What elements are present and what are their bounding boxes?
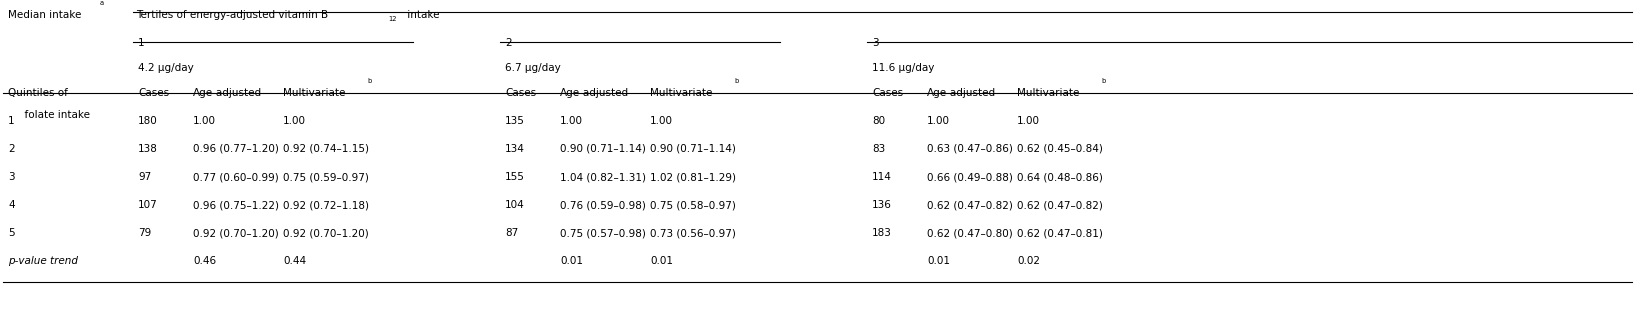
Text: 87: 87 [504,228,519,238]
Text: 1.00: 1.00 [927,116,949,126]
Text: Multivariate: Multivariate [650,88,712,98]
Text: 0.96 (0.75–1.22): 0.96 (0.75–1.22) [193,200,278,210]
Text: 0.73 (0.56–0.97): 0.73 (0.56–0.97) [650,228,737,238]
Text: 6.7 μg/day: 6.7 μg/day [504,63,561,73]
Text: 0.75 (0.58–0.97): 0.75 (0.58–0.97) [650,200,737,210]
Text: 183: 183 [873,228,892,238]
Text: 0.90 (0.71–1.14): 0.90 (0.71–1.14) [650,144,737,154]
Text: 0.62 (0.47–0.82): 0.62 (0.47–0.82) [1017,200,1103,210]
Text: Cases: Cases [504,88,537,98]
Text: 0.01: 0.01 [927,256,949,266]
Text: 0.77 (0.60–0.99): 0.77 (0.60–0.99) [193,172,278,182]
Text: 0.46: 0.46 [193,256,216,266]
Text: 0.62 (0.47–0.82): 0.62 (0.47–0.82) [927,200,1013,210]
Text: 1.00: 1.00 [560,116,583,126]
Text: 4.2 μg/day: 4.2 μg/day [138,63,193,73]
Text: 0.01: 0.01 [650,256,673,266]
Text: 180: 180 [138,116,157,126]
Text: 0.66 (0.49–0.88): 0.66 (0.49–0.88) [927,172,1013,182]
Text: 2: 2 [504,38,512,48]
Text: 1.00: 1.00 [283,116,306,126]
Text: 0.75 (0.57–0.98): 0.75 (0.57–0.98) [560,228,647,238]
Text: Cases: Cases [138,88,169,98]
Text: 12: 12 [388,16,396,22]
Text: 0.92 (0.70–1.20): 0.92 (0.70–1.20) [193,228,278,238]
Text: 0.75 (0.59–0.97): 0.75 (0.59–0.97) [283,172,368,182]
Text: b: b [733,78,738,84]
Text: b: b [367,78,372,84]
Text: 79: 79 [138,228,151,238]
Text: intake: intake [404,10,439,20]
Text: 0.01: 0.01 [560,256,583,266]
Text: 138: 138 [138,144,157,154]
Text: 136: 136 [873,200,892,210]
Text: Multivariate: Multivariate [283,88,345,98]
Text: a: a [100,0,105,6]
Text: Quintiles of: Quintiles of [8,88,67,98]
Text: Median intake: Median intake [8,10,82,20]
Text: Age-adjusted: Age-adjusted [927,88,997,98]
Text: 0.92 (0.72–1.18): 0.92 (0.72–1.18) [283,200,368,210]
Text: 114: 114 [873,172,892,182]
Text: 0.90 (0.71–1.14): 0.90 (0.71–1.14) [560,144,647,154]
Text: 0.92 (0.70–1.20): 0.92 (0.70–1.20) [283,228,368,238]
Text: 1.04 (0.82–1.31): 1.04 (0.82–1.31) [560,172,647,182]
Text: Age-adjusted: Age-adjusted [560,88,629,98]
Text: 0.64 (0.48–0.86): 0.64 (0.48–0.86) [1017,172,1103,182]
Text: 11.6 μg/day: 11.6 μg/day [873,63,935,73]
Text: 0.96 (0.77–1.20): 0.96 (0.77–1.20) [193,144,278,154]
Text: 0.92 (0.74–1.15): 0.92 (0.74–1.15) [283,144,368,154]
Text: 2: 2 [8,144,15,154]
Text: 1.02 (0.81–1.29): 1.02 (0.81–1.29) [650,172,737,182]
Text: folate intake: folate intake [18,110,90,120]
Text: Multivariate: Multivariate [1017,88,1079,98]
Text: 3: 3 [873,38,879,48]
Text: 0.62 (0.47–0.81): 0.62 (0.47–0.81) [1017,228,1103,238]
Text: 1.00: 1.00 [193,116,216,126]
Text: 1: 1 [8,116,15,126]
Text: 107: 107 [138,200,157,210]
Text: 1.00: 1.00 [1017,116,1039,126]
Text: b: b [1102,78,1105,84]
Text: 0.62 (0.47–0.80): 0.62 (0.47–0.80) [927,228,1013,238]
Text: 0.02: 0.02 [1017,256,1039,266]
Text: 135: 135 [504,116,525,126]
Text: 4: 4 [8,200,15,210]
Text: Age-adjusted: Age-adjusted [193,88,262,98]
Text: 104: 104 [504,200,525,210]
Text: 83: 83 [873,144,886,154]
Text: 1: 1 [138,38,144,48]
Text: 1.00: 1.00 [650,116,673,126]
Text: 0.63 (0.47–0.86): 0.63 (0.47–0.86) [927,144,1013,154]
Text: Cases: Cases [873,88,904,98]
Text: 134: 134 [504,144,525,154]
Text: 0.62 (0.45–0.84): 0.62 (0.45–0.84) [1017,144,1103,154]
Text: 155: 155 [504,172,525,182]
Text: p-value trend: p-value trend [8,256,79,266]
Text: 0.76 (0.59–0.98): 0.76 (0.59–0.98) [560,200,647,210]
Text: Tertiles of energy-adjusted vitamin B: Tertiles of energy-adjusted vitamin B [136,10,327,20]
Text: 3: 3 [8,172,15,182]
Text: 80: 80 [873,116,886,126]
Text: 97: 97 [138,172,151,182]
Text: 5: 5 [8,228,15,238]
Text: 0.44: 0.44 [283,256,306,266]
